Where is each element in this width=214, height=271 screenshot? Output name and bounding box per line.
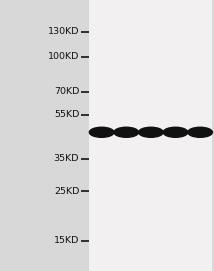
Ellipse shape [188,127,212,137]
Ellipse shape [89,127,114,137]
Text: 15KD: 15KD [54,236,79,246]
Text: 70KD: 70KD [54,87,79,96]
Text: 100KD: 100KD [48,53,79,62]
Ellipse shape [114,127,139,137]
Ellipse shape [139,127,163,137]
Text: 55KD: 55KD [54,111,79,120]
Ellipse shape [163,127,188,137]
Text: 35KD: 35KD [54,154,79,163]
FancyBboxPatch shape [89,0,212,271]
Text: 130KD: 130KD [48,27,79,36]
Text: 25KD: 25KD [54,187,79,196]
